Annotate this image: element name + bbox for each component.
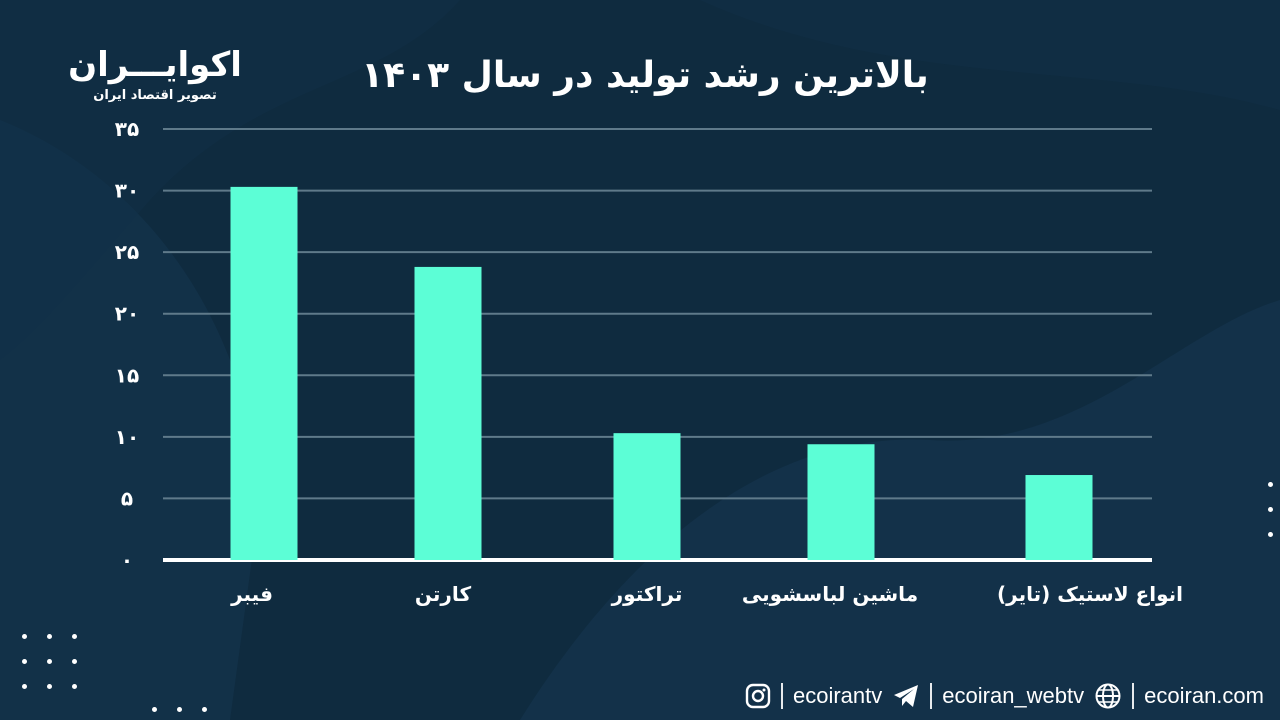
y-axis-ticks: ۰ ۵ ۱۰ ۱۵ ۲۰ ۲۵ ۳۰ ۳۵ [115,117,139,572]
bar [1025,475,1093,560]
bar [414,266,482,560]
y-tick-label: ۲۰ [115,302,139,326]
y-tick-label: ۱۰ [115,425,139,449]
y-tick-label: ۰ [121,548,133,572]
x-tick-label: فیبر [230,582,273,606]
instagram-handle[interactable]: ecoirantv [793,683,883,708]
telegram-icon[interactable] [892,683,920,709]
footer-divider [781,683,783,709]
x-tick-label: کارتن [415,582,472,606]
website-link[interactable]: ecoiran.com [1144,683,1264,708]
bar [807,444,875,560]
y-tick-label: ۳۵ [115,117,139,141]
chart-title: بالاترین رشد تولید در سال ۱۴۰۳ [361,55,929,96]
x-axis-ticks: فیبر کارتن تراکتور ماشین لباسشویی انواع لاست… [230,582,1183,606]
x-tick-label: انواع لاستیک (تایر) [997,582,1183,606]
y-tick-label: ۲۵ [115,240,139,264]
decorative-dots-left [22,634,82,694]
decorative-dots-right [1268,482,1276,542]
decorative-dots-bottom [152,707,212,715]
y-tick-label: ۳۰ [115,179,139,203]
telegram-handle[interactable]: ecoiran_webtv [942,683,1085,708]
y-tick-label: ۵ [121,486,133,510]
instagram-icon[interactable] [745,683,771,709]
logo-tagline: تصویر اقتصاد ایران [93,88,217,103]
footer-divider [1132,683,1135,709]
bar [613,433,681,560]
globe-icon[interactable] [1094,682,1122,710]
bars [230,186,1093,560]
y-tick-label: ۱۵ [115,363,139,387]
footer-social-links: ecoirantv ecoiran_webtv ecoiran.com [745,674,1264,718]
x-tick-label: تراکتور [611,582,683,606]
footer-divider [930,683,933,709]
brand-logo: اکوایـــران تصویر اقتصاد ایران [60,42,250,104]
bar [230,186,298,560]
logo-name: اکوایـــران [68,45,242,85]
x-tick-label: ماشین لباسشویی [742,582,918,606]
